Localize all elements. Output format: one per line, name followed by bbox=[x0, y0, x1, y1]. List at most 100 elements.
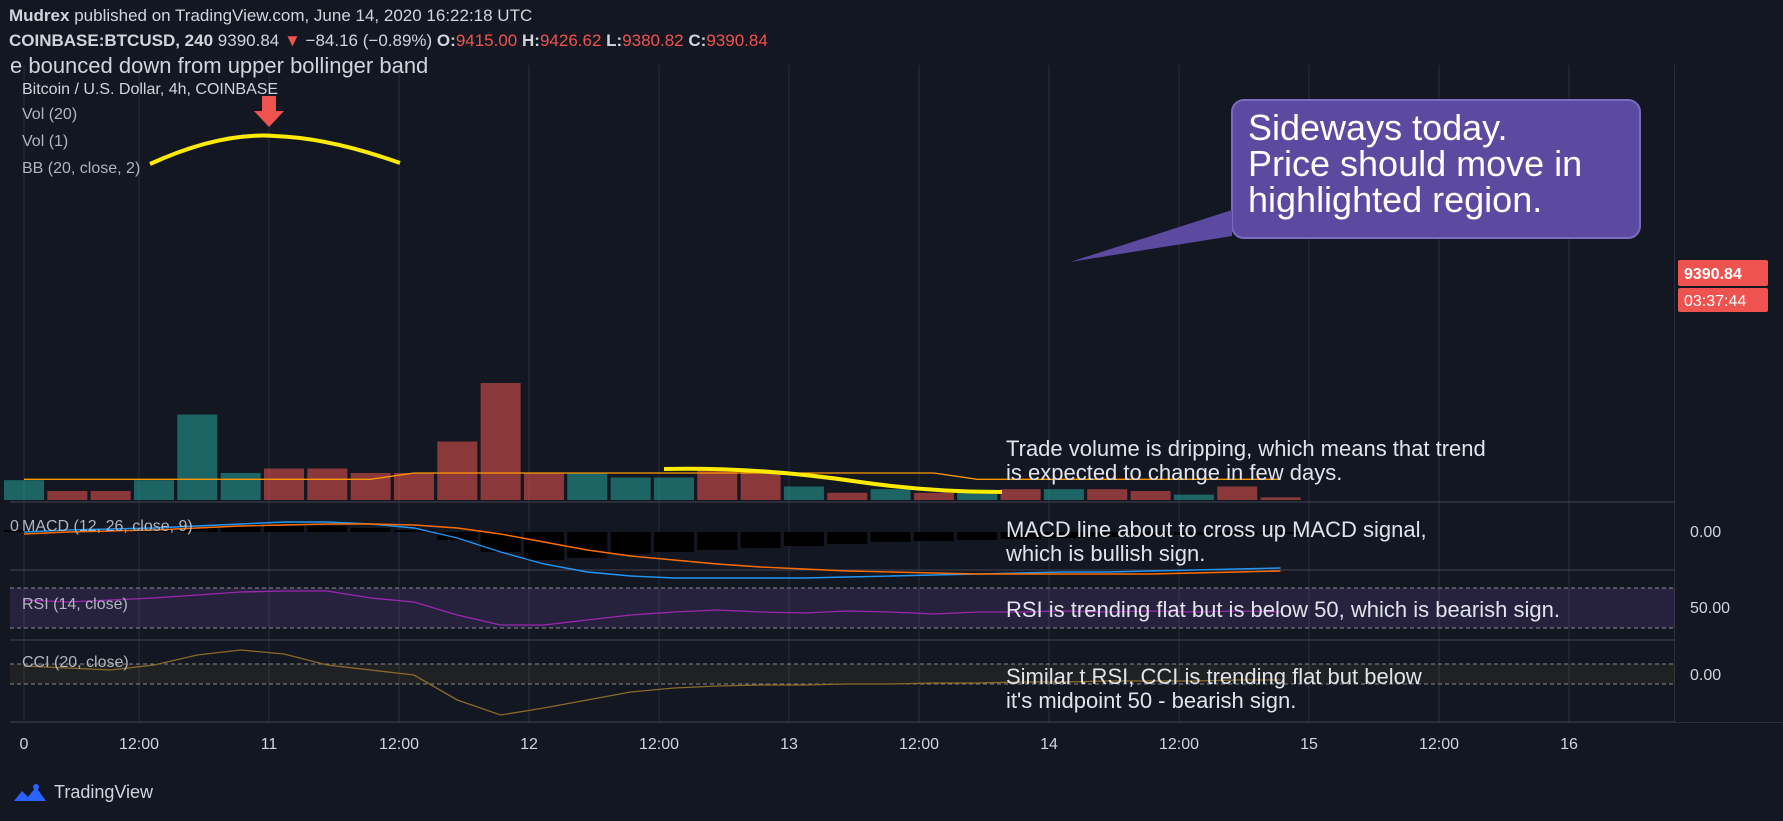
low-value: 9380.82 bbox=[622, 31, 684, 50]
volume-bar bbox=[827, 492, 868, 500]
macd-histogram-bar bbox=[740, 532, 781, 548]
cci-axis-label: 0.00 bbox=[1690, 667, 1721, 684]
time-tick-label: 12:00 bbox=[1159, 736, 1199, 753]
callout-bubble bbox=[1231, 99, 1641, 239]
volume-bar bbox=[263, 468, 304, 500]
callout-line: highlighted region. bbox=[1248, 179, 1543, 220]
volume-bar bbox=[957, 491, 998, 500]
time-tick-label: 11 bbox=[261, 736, 278, 753]
down-arrow-icon: ▼ bbox=[283, 31, 301, 50]
volume-bar bbox=[870, 489, 911, 500]
yellow-trend-curve bbox=[149, 133, 401, 166]
time-tick-label: 16 bbox=[1560, 736, 1578, 753]
volume-ma-line bbox=[24, 472, 1281, 480]
close-label: C: bbox=[688, 31, 707, 50]
last-price-tag-label: 9390.84 bbox=[1684, 266, 1742, 283]
macd-histogram-bar bbox=[697, 532, 738, 550]
macd-histogram-bar bbox=[393, 530, 434, 532]
macd-histogram-bar bbox=[307, 526, 348, 532]
macd-line bbox=[23, 521, 1281, 579]
legend-title[interactable]: Bitcoin / U.S. Dollar, 4h, COINBASE bbox=[22, 81, 279, 98]
macd-histogram-bar bbox=[957, 532, 998, 540]
time-tick-label: 13 bbox=[780, 736, 798, 753]
high-value: 9426.62 bbox=[539, 31, 602, 50]
time-tick-label: 14 bbox=[1040, 736, 1058, 753]
volume-bar bbox=[480, 383, 521, 500]
countdown-tag-label: 03:37:44 bbox=[1684, 293, 1746, 310]
volume-bar bbox=[610, 477, 651, 500]
macd-histogram-bar bbox=[653, 532, 694, 552]
close-value: 9390.84 bbox=[706, 31, 768, 50]
indicator-panels bbox=[10, 65, 1783, 723]
macd-histogram-bar bbox=[480, 532, 521, 552]
callout-line: Price should move in bbox=[1248, 143, 1583, 184]
volume-bar bbox=[523, 473, 564, 500]
tradingview-logo-icon bbox=[14, 784, 46, 801]
time-tick-label: 12 bbox=[520, 736, 538, 753]
volume-bar bbox=[1000, 489, 1041, 500]
open-value: 9415.00 bbox=[455, 31, 518, 50]
macd-histogram-bar bbox=[1043, 532, 1084, 538]
down-arrow-icon bbox=[254, 96, 284, 127]
symbol-name[interactable]: COINBASE:BTCUSD, 240 bbox=[9, 31, 214, 50]
time-tick-label: 12:00 bbox=[899, 736, 939, 753]
macd-histogram-bar bbox=[437, 532, 478, 540]
macd-note-line: which is bullish sign. bbox=[1006, 541, 1206, 566]
cci-line bbox=[23, 649, 1281, 716]
cci-note: Similar t RSI, CCI is trending flat but … bbox=[1006, 665, 1422, 713]
time-tick-label: 12:00 bbox=[119, 736, 159, 753]
time-tick-label: 12:00 bbox=[639, 736, 679, 753]
symbol-line: COINBASE:BTCUSD, 240 9390.84 ▼ −84.16 (−… bbox=[9, 31, 768, 51]
macd-histogram-bar bbox=[567, 532, 608, 558]
volume-bar bbox=[307, 468, 348, 500]
macd-histogram-bar bbox=[913, 532, 954, 541]
legend-vol1[interactable]: Vol (1) bbox=[22, 133, 69, 150]
macd-histogram-bar bbox=[1087, 532, 1128, 537]
volume-bar bbox=[177, 414, 218, 500]
price-change: −84.16 (−0.89%) bbox=[305, 31, 433, 50]
tradingview-logo[interactable]: TradingView bbox=[12, 781, 153, 803]
legend-macd[interactable]: MACD (12, 26, close, 9) bbox=[22, 518, 193, 535]
volume-note: Trade volume is dripping, which means th… bbox=[1006, 437, 1486, 485]
macd-histogram-bar bbox=[1173, 532, 1214, 535]
volume-bar bbox=[1043, 489, 1084, 500]
volume-bar bbox=[740, 471, 781, 500]
legend-macd-clip: 0 bbox=[10, 518, 19, 535]
time-tick-label: 12:00 bbox=[1419, 736, 1459, 753]
legend-cci[interactable]: CCI (20, close) bbox=[22, 654, 129, 671]
legend-bb[interactable]: BB (20, close, 2) bbox=[22, 160, 141, 177]
macd-signal-line bbox=[23, 523, 1281, 575]
cci-band bbox=[10, 664, 1675, 684]
volume-bar bbox=[47, 491, 88, 500]
volume-note-line: is expected to change in few days. bbox=[1006, 460, 1343, 485]
legend-vol20[interactable]: Vol (20) bbox=[22, 106, 78, 123]
macd-histogram-bar bbox=[350, 528, 391, 532]
time-tick-label: 0 bbox=[20, 736, 29, 753]
rsi-axis-label: 50.00 bbox=[1690, 600, 1730, 617]
publisher-name[interactable]: Mudrex bbox=[9, 6, 70, 25]
rsi-band bbox=[10, 588, 1675, 628]
macd-histogram-bar bbox=[1260, 532, 1301, 534]
volume-bar bbox=[133, 480, 174, 500]
macd-histogram-bar bbox=[1130, 532, 1171, 536]
high-label: H: bbox=[522, 31, 540, 50]
macd-histogram-bar bbox=[177, 527, 218, 532]
legend-rsi[interactable]: RSI (14, close) bbox=[22, 596, 128, 613]
time-tick-label: 15 bbox=[1300, 736, 1318, 753]
volume-bar bbox=[1260, 497, 1301, 500]
volume-bar bbox=[4, 480, 44, 500]
callout-line: Sideways today. bbox=[1248, 107, 1508, 148]
macd-histogram-bar bbox=[220, 526, 261, 532]
macd-histogram-bar bbox=[1217, 532, 1258, 535]
volume-bar bbox=[653, 477, 694, 500]
price-axis-background bbox=[1675, 60, 1783, 722]
volume-bar bbox=[783, 486, 824, 500]
clipped-annotation: e bounced down from upper bollinger band bbox=[10, 53, 429, 78]
cci-note-line: it's midpoint 50 - bearish sign. bbox=[1006, 688, 1297, 713]
rsi-note: RSI is trending flat but is below 50, wh… bbox=[1006, 597, 1560, 622]
volume-note-line: Trade volume is dripping, which means th… bbox=[1006, 436, 1486, 461]
drawings bbox=[149, 96, 1641, 494]
macd-histogram-bar bbox=[4, 530, 44, 532]
time-axis: 0 12:00 11 12:00 12 12:00 13 12:00 14 12:00 15 12:0… bbox=[20, 736, 1578, 753]
